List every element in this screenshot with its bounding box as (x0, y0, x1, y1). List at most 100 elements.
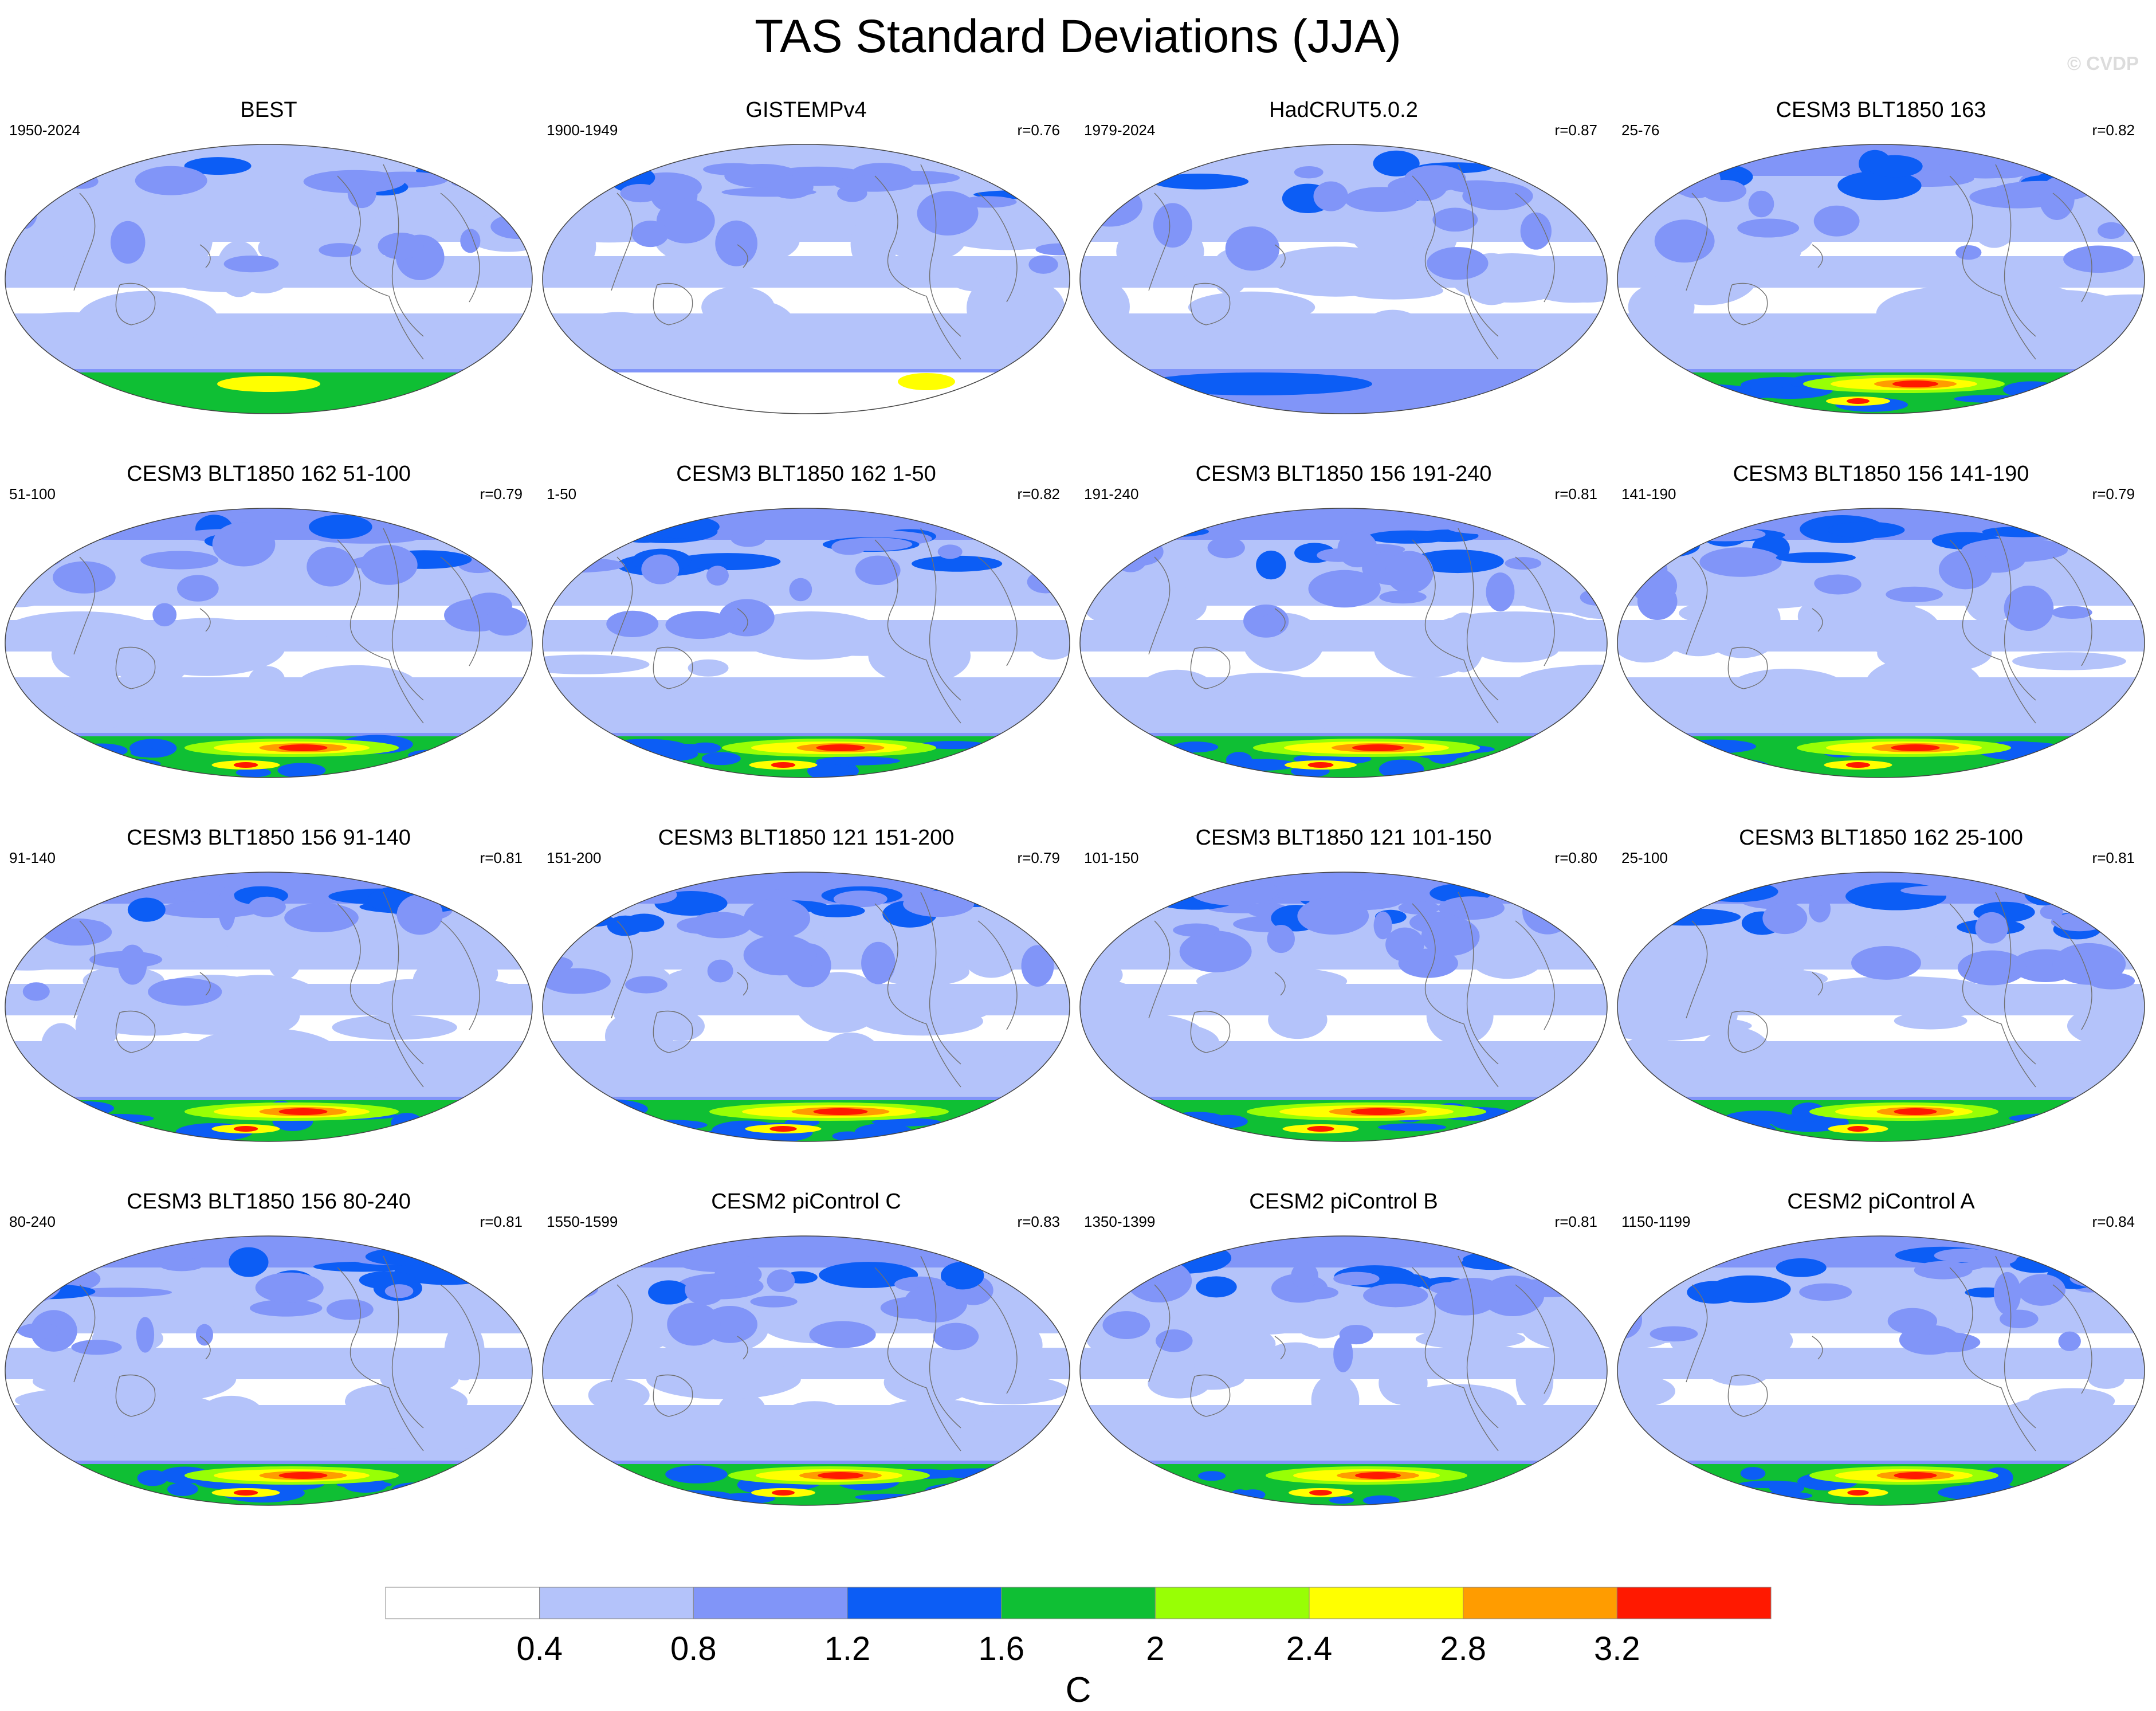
contour-patch (1982, 526, 2063, 537)
contour-patch (965, 1317, 1043, 1373)
contour-patch (1808, 895, 1831, 923)
contour-patch (1617, 1272, 1663, 1301)
contour-patch (212, 522, 276, 567)
contour-patch (142, 689, 263, 721)
contour-patch (509, 1114, 532, 1123)
contour-patch (1617, 900, 1653, 924)
contour-patch (1337, 531, 1378, 568)
contour-patch (184, 157, 252, 175)
contour-patch (1438, 896, 1505, 920)
contour-patch (307, 547, 355, 587)
contour-patch (1975, 912, 2008, 944)
contour-patch (1212, 673, 1316, 699)
contour-patch (391, 1482, 435, 1497)
contour-patch (2068, 147, 2145, 188)
contour-patch (1886, 586, 1943, 603)
contour-patch (347, 178, 376, 209)
coastline (977, 1284, 1018, 1394)
contour-patch (1148, 1368, 1211, 1399)
contour-patch (2096, 393, 2145, 406)
contour-patch (634, 1120, 708, 1131)
coastline (977, 920, 1018, 1030)
contour-patch (157, 901, 262, 919)
coastline (1995, 1255, 2036, 1429)
coastline (1190, 646, 1231, 689)
contour-patch (570, 914, 615, 927)
contour-patch (1617, 622, 1678, 663)
map-plot (1079, 144, 1608, 414)
contour-patch (114, 1410, 233, 1463)
contour-patch (130, 748, 161, 758)
contour-patch (2117, 700, 2145, 735)
coastline (1412, 903, 1499, 1088)
contour-patch (1398, 901, 1440, 915)
contour-patch (569, 1099, 648, 1119)
contour-patch (966, 277, 1027, 339)
contour-patch (326, 1299, 374, 1320)
coastline (653, 282, 693, 325)
coastline (1812, 608, 1823, 632)
contour-patch (2071, 1121, 2099, 1129)
contour-patch (648, 1280, 690, 1305)
contour-patch (2017, 1274, 2066, 1306)
contour-patch (372, 979, 451, 1001)
contour-patch (833, 890, 887, 908)
coastline (115, 646, 156, 689)
coastline (611, 920, 633, 1019)
contour-patch (135, 166, 207, 195)
contour-patch (1118, 537, 1164, 566)
map-outline (542, 1235, 1070, 1506)
contour-patch (5, 156, 61, 180)
panel-years: 1900-1949 (547, 121, 618, 139)
contour-patch (22, 982, 50, 1001)
contour-patch (1643, 1254, 1705, 1273)
contour-patch (233, 1126, 258, 1132)
panel-correlation: r=0.87 (1554, 121, 1597, 139)
coastline (1727, 1374, 1768, 1417)
contour-patch (925, 1483, 999, 1497)
contour-patch (1124, 1484, 1200, 1500)
contour-patch (1427, 247, 1489, 280)
contour-patch (1617, 548, 1658, 574)
contour-patch (656, 198, 715, 244)
contour-patch (391, 1113, 423, 1133)
contour-patch (1344, 187, 1417, 212)
contour-patch (1707, 1357, 1771, 1386)
panel-correlation: r=0.81 (480, 1213, 523, 1230)
contour-patch (1489, 1057, 1604, 1100)
coastline (1274, 1336, 1286, 1360)
coastline (1274, 972, 1286, 996)
map-panel: CESM3 BLT1850 121 151-200 151-200 r=0.79 (537, 825, 1075, 1198)
contour-patch (1010, 1262, 1070, 1281)
coastline (1458, 164, 1499, 337)
contour-patch (1635, 533, 1700, 558)
contour-patch (1126, 1259, 1192, 1303)
contour-patch (5, 177, 53, 194)
contour-patch (912, 555, 1003, 572)
contour-patch (78, 758, 161, 770)
coastline (1274, 608, 1286, 632)
contour-patch (2098, 222, 2125, 239)
contour-patch (1535, 170, 1607, 187)
contour-patch (65, 174, 99, 189)
contour-patch (5, 312, 145, 341)
panel-title: BEST (240, 98, 297, 122)
contour-patch (1350, 1108, 1405, 1115)
contour-patch (2057, 514, 2112, 560)
contour-patch (1894, 1108, 1937, 1115)
contour-patch (1155, 1329, 1193, 1352)
contour-patch (568, 754, 643, 773)
contour-patch (71, 1340, 122, 1355)
coastline (1515, 556, 1555, 666)
contour-patch (1617, 387, 1683, 409)
contour-band (1617, 1236, 2145, 1267)
contour-patch (1619, 1036, 1678, 1073)
contour-patch (456, 1112, 481, 1132)
contour-patch (1415, 1329, 1526, 1349)
map-plot (1079, 508, 1608, 778)
contour-patch (685, 1274, 725, 1305)
contour-patch (1847, 398, 1870, 404)
contour-patch (399, 1399, 473, 1433)
contour-patch (1085, 1418, 1123, 1469)
contour-patch (1957, 950, 2027, 986)
